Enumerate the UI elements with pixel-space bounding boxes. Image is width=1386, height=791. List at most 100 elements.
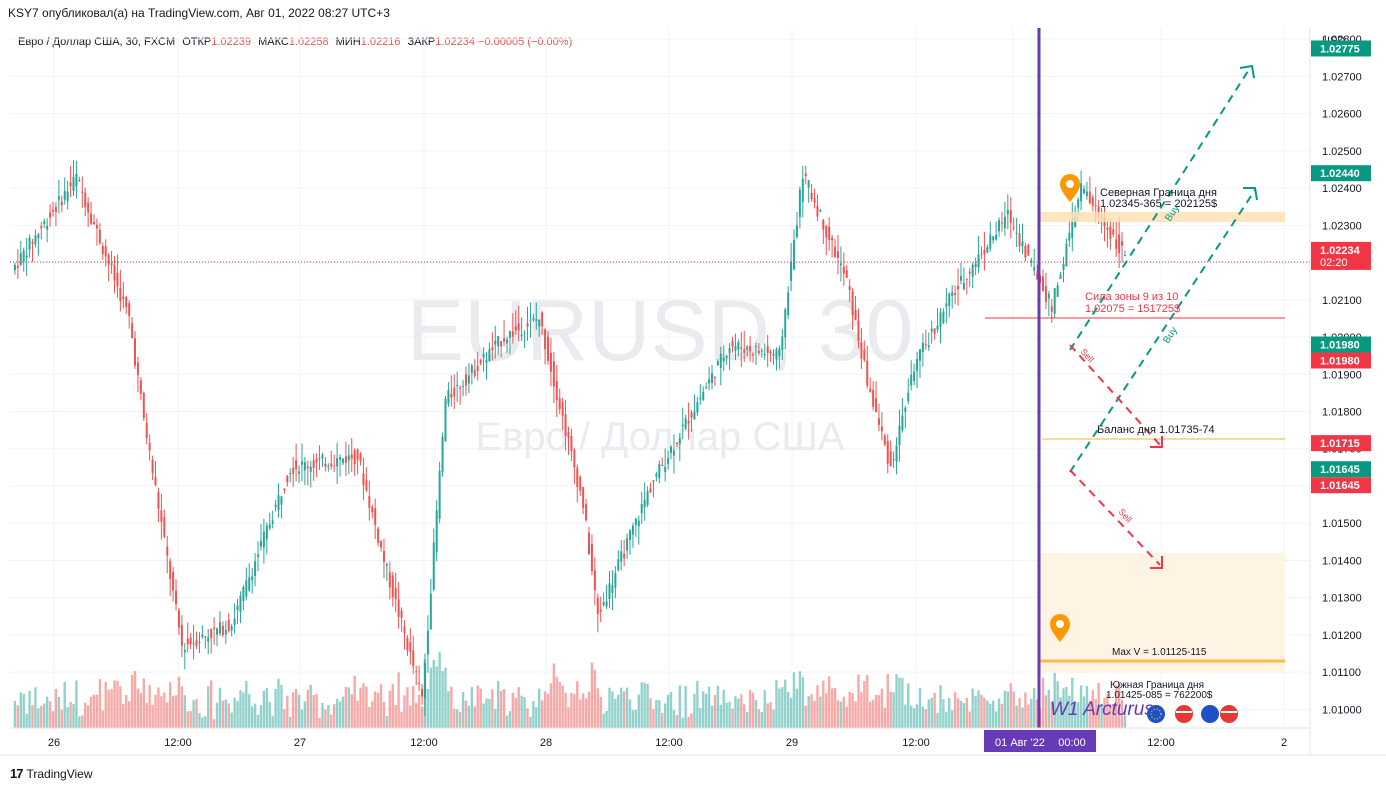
volume-bar	[54, 689, 58, 728]
volume-bar	[620, 687, 623, 728]
volume-bar	[403, 695, 406, 728]
candle-body	[936, 325, 939, 330]
candle-body	[195, 640, 198, 647]
volume-bar	[757, 709, 761, 728]
candle-body	[687, 420, 690, 424]
candle-body	[315, 458, 318, 463]
candle-body	[959, 275, 962, 281]
candle-body	[394, 587, 397, 599]
candle-body	[684, 418, 687, 429]
volume-bar	[359, 687, 362, 728]
volume-bar	[1068, 695, 1071, 728]
volume-bar	[874, 694, 878, 728]
candle-body	[836, 251, 839, 259]
price-tag-label: 1.02440	[1320, 168, 1360, 180]
volume-bar	[283, 709, 286, 728]
candle-body	[1018, 233, 1021, 247]
south-zone[interactable]	[1040, 553, 1285, 673]
volume-bar	[977, 690, 980, 728]
volume-bar	[962, 703, 966, 728]
volume-bar	[371, 701, 374, 728]
volume-bar	[491, 689, 494, 728]
candle-body	[142, 392, 145, 418]
volume-bar	[1103, 697, 1106, 728]
candle-body	[145, 422, 148, 438]
volume-bar	[754, 700, 758, 728]
candle-body	[889, 451, 892, 467]
candle-body	[265, 525, 268, 540]
volume-bar	[538, 688, 541, 728]
candle-body	[450, 393, 453, 398]
candle-body	[731, 341, 734, 347]
candle-body	[371, 506, 374, 513]
north-zone[interactable]	[1040, 212, 1285, 222]
volume-bar	[464, 700, 468, 728]
candle-body	[734, 345, 737, 351]
candle-body	[104, 246, 107, 257]
volume-bar	[543, 691, 547, 728]
candle-body	[1085, 191, 1088, 196]
candle-body	[78, 179, 81, 181]
candle-body	[772, 353, 775, 356]
volume-bar	[974, 696, 977, 728]
candle-body	[57, 195, 60, 200]
candle-body	[180, 624, 183, 646]
candle-body	[582, 487, 585, 508]
buy-path-lower[interactable]	[1069, 189, 1256, 473]
volume-bar	[520, 695, 523, 728]
candle-body	[49, 212, 52, 218]
volume-bar	[868, 701, 872, 728]
volume-bar	[479, 688, 482, 728]
candle-body	[262, 531, 265, 548]
volume-bar	[725, 702, 728, 728]
candle-body	[426, 630, 429, 655]
candle-body	[63, 191, 66, 200]
pin-icon[interactable]	[1050, 614, 1070, 642]
candle-body	[869, 388, 872, 392]
candle-body	[459, 387, 462, 389]
candle-body	[467, 375, 470, 384]
volume-bar	[291, 692, 295, 728]
price-tag-label: 1.01980	[1320, 339, 1360, 351]
volume-bar	[540, 700, 544, 728]
candle-body	[1012, 227, 1015, 229]
volume-bar	[901, 678, 904, 728]
candle-body	[16, 265, 19, 268]
candle-body	[1024, 245, 1027, 258]
candle-body	[177, 610, 180, 628]
volume-bar	[365, 686, 368, 728]
candle-body	[368, 496, 371, 508]
candle-body	[916, 358, 919, 371]
volume-bar	[245, 680, 248, 728]
volume-bar	[163, 692, 166, 728]
candle-body	[910, 374, 913, 386]
eu-flag-icon	[1147, 705, 1165, 723]
candle-body	[236, 605, 239, 611]
volume-bar	[207, 686, 210, 728]
candle-body	[1065, 243, 1068, 267]
sell-path-upper[interactable]	[1069, 344, 1161, 446]
pin-icon[interactable]	[1060, 174, 1080, 202]
volume-bar	[994, 711, 998, 728]
volume-bar	[297, 694, 301, 728]
time-axis[interactable]: 26 12:00 27 12:00 28 12:00 29 12:00 01 Авг '22 00…	[48, 730, 1287, 752]
volume-bar	[599, 696, 602, 728]
volume-bar	[778, 688, 781, 728]
flag-icons	[1147, 705, 1238, 723]
price-axis[interactable]: 1.028001.027001.026001.025001.024001.023…	[1322, 34, 1362, 716]
volume-bar	[119, 686, 122, 728]
volume-bar	[1100, 703, 1103, 728]
candle-body	[1036, 272, 1039, 280]
candle-body	[75, 173, 78, 187]
candle-body	[851, 291, 854, 316]
candle-body	[974, 263, 977, 268]
candle-body	[998, 220, 1001, 232]
volume-bar	[259, 705, 263, 728]
sell-path-lower[interactable]	[1069, 469, 1161, 566]
volume-bar	[350, 694, 353, 728]
candle-body	[971, 264, 974, 277]
volume-bar	[277, 678, 280, 728]
volume-bar	[250, 706, 254, 728]
volume-bar	[110, 689, 113, 728]
